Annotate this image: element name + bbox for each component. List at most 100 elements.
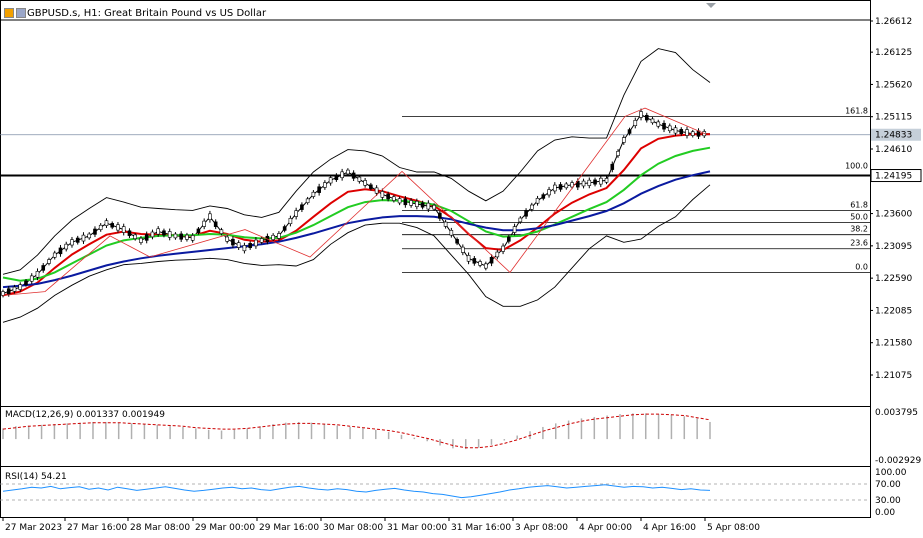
candle-body [478, 261, 482, 266]
y-axis-tick-label: 1.23600 [875, 210, 912, 220]
candle-body [87, 233, 92, 239]
y-axis-tick-label: 1.26125 [875, 48, 912, 58]
candle-body [685, 129, 689, 136]
candle-body [12, 286, 17, 292]
candle-body [679, 129, 684, 134]
candle-body [374, 187, 379, 194]
rsi-line [2, 484, 711, 499]
candle-body [357, 176, 362, 182]
candle-body [41, 265, 46, 271]
candle-body [627, 129, 632, 134]
candle-body [18, 284, 23, 290]
rsi-axis-label: 70.00 [875, 480, 901, 490]
candle-body [162, 230, 166, 236]
candle-body [277, 233, 281, 239]
candle-body [397, 198, 402, 204]
chart-frame [0, 0, 871, 518]
candle-body [443, 221, 448, 227]
current-price-box [871, 128, 921, 141]
candle-body [127, 230, 132, 236]
candle-body [81, 234, 86, 242]
x-axis-tick-label: 30 Mar 08:00 [323, 523, 383, 533]
candle-body [690, 131, 695, 136]
candle-body [495, 251, 500, 258]
candle-body [317, 186, 321, 193]
candle-body [75, 237, 80, 243]
candle-body [518, 217, 523, 223]
candle-body [121, 226, 126, 233]
candle-body [455, 239, 459, 244]
candle-body [547, 189, 551, 196]
candle-body [110, 223, 115, 228]
fib-level-label: 38.2 [850, 225, 868, 234]
chart-title: GBPUSD.s, H1: Great Britain Pound vs US … [27, 8, 267, 19]
candle-body [673, 127, 678, 134]
candle-body [598, 177, 603, 185]
fib-level-label: 0.0 [855, 262, 868, 271]
candle-body [104, 220, 109, 226]
candle-body [409, 200, 413, 206]
rsi-axis-label: 0.00 [875, 508, 895, 518]
header-icons [4, 8, 28, 19]
candle-body [305, 198, 310, 203]
fib-level-label: 50.0 [850, 213, 868, 222]
candle-body [150, 231, 155, 238]
candle-body [340, 171, 344, 179]
candle-body [133, 234, 138, 240]
candle-body [380, 191, 385, 198]
candle-body [300, 204, 304, 210]
candle-body [179, 233, 183, 240]
y-axis-tick-label: 1.26612 [875, 17, 912, 27]
candle-body [29, 275, 34, 282]
highlight-price-box [870, 169, 922, 183]
x-axis-tick-label: 27 Mar 2023 [5, 523, 62, 533]
candle-body [231, 238, 235, 246]
candle-body [254, 239, 258, 247]
candle-body [282, 226, 287, 231]
one-click-trading-icon[interactable] [16, 8, 26, 18]
candle-body [219, 229, 224, 234]
candle-body [6, 288, 11, 295]
candle-body [369, 184, 373, 189]
candle-body [392, 196, 396, 201]
candle-body [213, 221, 218, 227]
macd-signal-line [2, 413, 711, 449]
candle-body [426, 202, 431, 210]
macd-axis-label: -0.002929 [875, 456, 921, 466]
candle-body [633, 120, 638, 126]
x-axis-tick-label: 4 Apr 00:00 [579, 523, 632, 533]
candle-body [512, 226, 517, 233]
x-axis-tick-label: 5 Apr 08:00 [707, 523, 760, 533]
y-axis-tick-label: 1.23095 [875, 242, 912, 252]
x-axis-tick-label: 28 Mar 08:00 [130, 523, 190, 533]
series-bb-upper [2, 48, 711, 275]
candle-body [650, 118, 655, 124]
series-price [2, 113, 710, 294]
x-axis-tick-label: 31 Mar 16:00 [451, 523, 511, 533]
shift-marker-icon [706, 3, 716, 8]
x-axis-tick-label: 29 Mar 16:00 [259, 523, 319, 533]
fib-level-label: 161.8 [845, 106, 868, 115]
macd-axis-label: 0.003795 [875, 408, 918, 418]
candle-body [656, 121, 661, 127]
candle-body [489, 256, 494, 264]
candle-body [173, 233, 178, 239]
candle-body [403, 198, 408, 206]
y-axis-tick-label: 1.21580 [875, 339, 912, 349]
candle-body [98, 224, 103, 230]
highlight-price-label: 1.24195 [875, 172, 912, 182]
candle-body [587, 179, 592, 186]
candle-body [346, 169, 350, 175]
candle-body [564, 183, 569, 189]
chart-menu-icon[interactable] [4, 8, 14, 18]
candle-body [420, 202, 425, 208]
fib-level-label: 261.8 [845, 0, 868, 3]
current-price-label: 1.24833 [875, 131, 912, 141]
candle-body [93, 228, 97, 235]
candle-body [196, 228, 201, 234]
x-axis-tick-label: 29 Mar 00:00 [195, 523, 255, 533]
candle-body [541, 194, 546, 199]
candle-body [190, 235, 195, 241]
y-axis-tick-label: 1.21075 [875, 371, 912, 381]
